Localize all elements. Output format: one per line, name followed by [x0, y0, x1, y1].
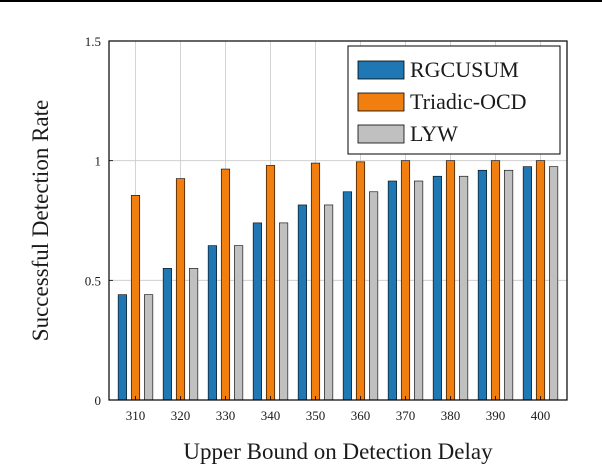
- bar-lyw: [414, 180, 424, 401]
- bar-lyw: [549, 166, 559, 401]
- plot-frame: [108, 40, 568, 401]
- bar-triadic-ocd: [400, 160, 411, 401]
- x-tick-label: 350: [306, 408, 326, 423]
- y-tick-label: 0.5: [85, 273, 101, 288]
- bar-triadic-ocd: [265, 165, 276, 401]
- legend-label: LYW: [410, 121, 458, 146]
- bar-lyw: [369, 191, 379, 401]
- bar-rgcusum: [342, 191, 352, 401]
- x-tick-label: 330: [216, 408, 236, 423]
- bar-rgcusum: [207, 245, 217, 401]
- x-tick-label: 400: [531, 408, 551, 423]
- bar-rgcusum: [162, 268, 172, 401]
- bar-lyw: [234, 245, 244, 401]
- bar-triadic-ocd: [310, 162, 321, 401]
- legend-label: RGCUSUM: [410, 57, 519, 82]
- bar-triadic-ocd: [535, 160, 546, 401]
- bar-triadic-ocd: [130, 195, 141, 401]
- bar-rgcusum: [387, 180, 397, 401]
- x-tick-label: 370: [396, 408, 416, 423]
- legend-swatch: [357, 124, 405, 144]
- bar-triadic-ocd: [490, 160, 501, 401]
- bar-lyw: [504, 169, 514, 401]
- bar-lyw: [144, 294, 154, 401]
- y-tick-label: 0: [95, 393, 102, 408]
- bar-rgcusum: [522, 166, 532, 401]
- x-tick-label: 320: [171, 408, 191, 423]
- legend-label: Triadic-OCD: [410, 89, 527, 114]
- bar-lyw: [324, 204, 334, 401]
- bar-triadic-ocd: [445, 160, 456, 401]
- x-axis-label: Upper Bound on Detection Delay: [183, 439, 493, 464]
- bar-triadic-ocd: [175, 178, 186, 401]
- y-tick-label: 1.5: [85, 34, 101, 49]
- y-tick-label: 1: [95, 154, 102, 169]
- bar-rgcusum: [297, 204, 307, 401]
- x-tick-label: 340: [261, 408, 281, 423]
- bar-lyw: [459, 175, 469, 401]
- y-axis-label: Successful Detection Rate: [28, 100, 53, 341]
- bar-rgcusum: [117, 294, 127, 401]
- axis-ticks: 310 320 330 340 350 360 370 380 390 400 0 0.5 1 1.5: [85, 34, 551, 423]
- legend-swatch: [357, 60, 405, 80]
- x-tick-label: 310: [126, 408, 146, 423]
- x-tick-label: 390: [486, 408, 506, 423]
- bar-lyw: [189, 268, 199, 401]
- legend-swatch: [357, 92, 405, 112]
- legend: RGCUSUM Triadic-OCD LYW: [347, 45, 561, 155]
- bar-triadic-ocd: [220, 168, 231, 401]
- bars: [117, 160, 559, 401]
- bar-rgcusum: [432, 175, 442, 401]
- x-tick-label: 360: [351, 408, 371, 423]
- bar-triadic-ocd: [355, 161, 366, 401]
- bar-rgcusum: [477, 169, 487, 401]
- top-rule: [0, 0, 602, 2]
- bar-lyw: [279, 222, 289, 401]
- x-tick-label: 380: [441, 408, 461, 423]
- bar-rgcusum: [252, 222, 262, 401]
